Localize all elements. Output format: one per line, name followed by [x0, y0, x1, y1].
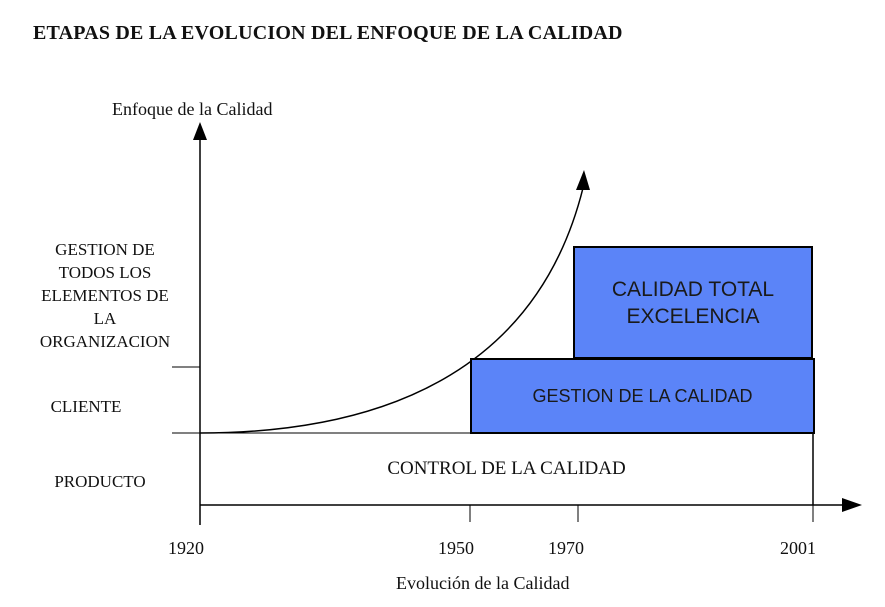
growth-curve-arrow	[576, 170, 590, 190]
stage-total: CALIDAD TOTAL EXCELENCIA	[573, 246, 813, 359]
x-axis-label: Evolución de la Calidad	[396, 573, 570, 593]
growth-curve	[199, 187, 584, 434]
year-1920: 1920	[168, 538, 204, 558]
diagram-title: ETAPAS DE LA EVOLUCION DEL ENFOQUE DE LA…	[33, 22, 623, 44]
stage-control-label: CONTROL DE LA CALIDAD	[387, 458, 626, 479]
stage-gestion-label: GESTION DE LA CALIDAD	[532, 385, 753, 406]
stage-control: CONTROL DE LA CALIDAD	[200, 433, 813, 505]
year-1970: 1970	[548, 538, 584, 558]
level-client: CLIENTE	[50, 397, 122, 416]
level-organization: GESTION DE TODOS LOS ELEMENTOS DE LA ORG…	[39, 240, 171, 351]
stage-total-label: CALIDAD TOTAL EXCELENCIA	[611, 277, 775, 328]
year-2001: 2001	[780, 538, 816, 558]
x-axis-arrow	[842, 498, 862, 512]
year-1950: 1950	[438, 538, 474, 558]
y-axis-label: Enfoque de la Calidad	[112, 99, 273, 119]
stage-gestion: GESTION DE LA CALIDAD	[470, 358, 815, 434]
level-product: PRODUCTO	[54, 472, 146, 491]
y-axis-arrow	[193, 122, 207, 140]
